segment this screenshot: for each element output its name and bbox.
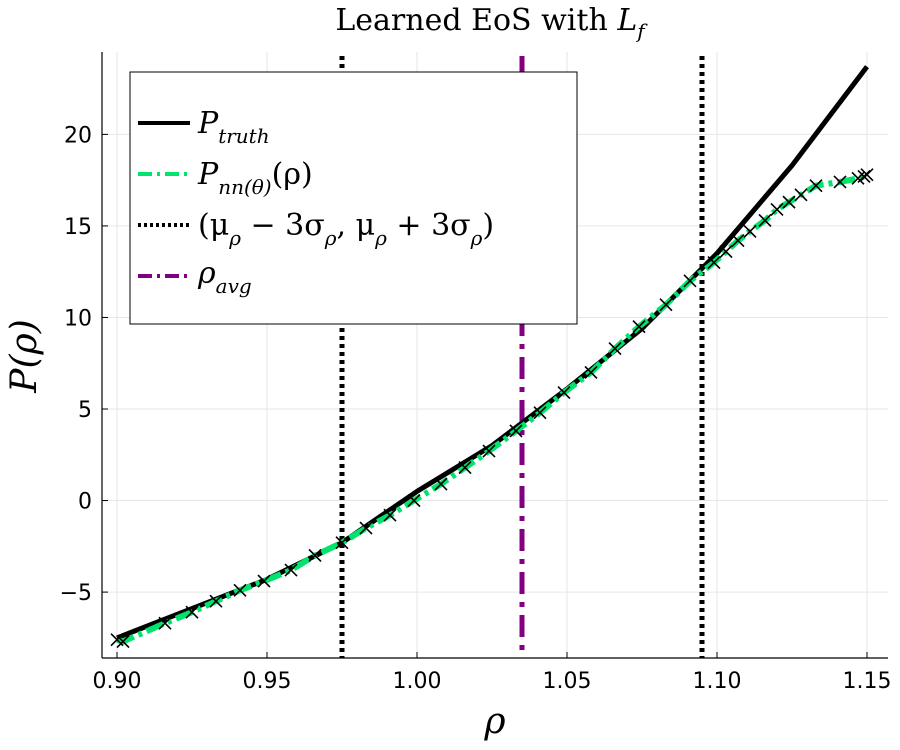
nn-marker	[359, 521, 373, 535]
legend-truth-sub: truth	[218, 124, 269, 148]
legend-bounds-e: )	[482, 208, 494, 243]
nn-marker	[857, 169, 871, 184]
nn-marker	[383, 508, 397, 522]
nn-marker	[683, 274, 697, 288]
legend-bounds-sub2: ρ	[324, 226, 337, 250]
y-tick-label: −5	[60, 581, 92, 606]
y-axis-label: P(ρ)	[4, 319, 45, 393]
legend-item-bounds: (μρ − 3σρ, μρ + 3σρ)	[138, 208, 494, 250]
nn-marker	[770, 202, 784, 217]
legend-item-avg: ρavg	[138, 256, 252, 298]
nn-marker	[659, 298, 673, 312]
tick-marks	[102, 133, 868, 658]
nn-marker	[584, 365, 598, 379]
nn-marker	[719, 244, 733, 259]
legend-label-truth: Ptruth	[197, 106, 270, 148]
nn-marker	[209, 594, 223, 608]
x-tick-labels: 0.90 0.95 1.00 1.05 1.10 1.15	[93, 669, 892, 694]
x-tick-label: 0.90	[93, 669, 142, 694]
legend-bounds-a: (μ	[198, 208, 229, 243]
nn-marker	[707, 255, 721, 270]
x-tick-label: 1.10	[693, 669, 742, 694]
nn-marker	[116, 634, 130, 649]
x-tick-label: 0.95	[243, 669, 292, 694]
nn-marker	[743, 224, 757, 238]
y-tick-label: 10	[64, 306, 92, 331]
legend-bounds-b: − 3σ	[241, 208, 325, 243]
legend-bounds-sub4: ρ	[470, 226, 483, 250]
legend-label-nn: Pnn(θ)(ρ)	[197, 157, 313, 199]
y-tick-label: 15	[64, 215, 92, 240]
nn-marker	[860, 168, 874, 182]
legend-nn-sub: nn(θ)	[218, 175, 271, 199]
legend-item-truth: Ptruth	[138, 106, 270, 148]
legend-bounds-sub3: ρ	[374, 226, 387, 250]
nn-marker	[335, 536, 349, 550]
nn-marker	[794, 188, 808, 202]
nn-marker	[434, 477, 448, 491]
nn-marker	[257, 574, 271, 588]
nn-marker	[233, 583, 247, 597]
legend-nn-main: P	[197, 157, 219, 192]
axes	[101, 52, 888, 659]
legend-box	[129, 71, 578, 325]
nn-marker	[533, 406, 547, 420]
legend-bounds-sub1: ρ	[228, 226, 241, 250]
nn-marker	[509, 424, 523, 438]
legend-label-bounds: (μρ − 3σρ, μρ + 3σρ)	[198, 208, 494, 250]
series-layer	[110, 65, 874, 649]
nn-marker	[608, 342, 622, 356]
y-tick-label: 5	[78, 398, 92, 423]
nn-marker	[758, 213, 772, 228]
x-tick-label: 1.15	[843, 669, 892, 694]
legend-avg-main: ρ	[197, 256, 216, 291]
nn-marker	[482, 444, 496, 458]
chart-title-symbol: L	[616, 3, 637, 38]
nn-marker	[557, 385, 571, 400]
y-tick-labels: −5 0 5 10 15 20	[60, 123, 92, 606]
chart-title-symbol-sub: f	[635, 19, 648, 43]
legend-label-avg: ρavg	[197, 256, 252, 298]
legend-nn-tail: (ρ)	[272, 157, 313, 192]
nn-marker	[458, 461, 472, 475]
nn-marker	[185, 605, 199, 619]
legend: Ptruth Pnn(θ)(ρ) (μρ − 3σρ, μρ + 3σρ) ρa…	[129, 71, 578, 325]
nn-marker	[833, 175, 847, 189]
legend-item-nn: Pnn(θ)(ρ)	[138, 157, 313, 199]
y-tick-label: 0	[78, 490, 92, 515]
nn-marker	[158, 616, 172, 630]
x-axis-label: ρ	[483, 701, 505, 742]
x-tick-label: 1.00	[393, 669, 442, 694]
nn-marker	[782, 195, 796, 209]
y-tick-label: 20	[64, 123, 92, 148]
legend-bounds-d: + 3σ	[387, 208, 471, 243]
chart-title: Learned EoS with Lf	[335, 3, 648, 43]
nn-marker	[407, 493, 421, 508]
legend-truth-main: P	[197, 106, 219, 141]
nn-marker	[809, 179, 823, 193]
nn-marker	[284, 563, 298, 577]
legend-avg-sub: avg	[216, 274, 252, 298]
chart-title-text: Learned EoS with	[335, 3, 617, 38]
legend-bounds-c: , μ	[337, 208, 376, 243]
x-tick-label: 1.05	[543, 669, 592, 694]
nn-marker	[632, 320, 646, 334]
nn-marker	[308, 548, 322, 563]
nn-marker	[731, 234, 745, 248]
